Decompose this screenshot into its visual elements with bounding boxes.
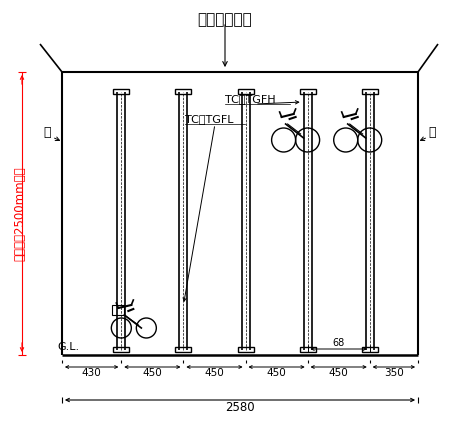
Bar — [113, 89, 129, 94]
Bar — [113, 347, 129, 352]
Text: G.L.: G.L. — [57, 342, 79, 352]
Bar — [238, 89, 253, 94]
Text: 壁: 壁 — [428, 126, 436, 138]
Bar — [175, 89, 191, 94]
Text: 450: 450 — [205, 368, 224, 378]
Bar — [238, 347, 253, 352]
Bar — [362, 347, 377, 352]
Text: 天井高さ2500mm以上: 天井高さ2500mm以上 — [14, 166, 27, 261]
Text: 壁: 壁 — [43, 126, 51, 138]
Bar — [175, 347, 191, 352]
Bar — [299, 347, 316, 352]
Text: 450: 450 — [329, 368, 349, 378]
Text: 450: 450 — [143, 368, 162, 378]
Bar — [362, 89, 377, 94]
Text: 450: 450 — [267, 368, 286, 378]
Bar — [299, 89, 316, 94]
Text: 350: 350 — [384, 368, 404, 378]
Bar — [112, 305, 124, 315]
Text: TC－TGFH: TC－TGFH — [225, 94, 276, 104]
Text: TC－TGFL: TC－TGFL — [185, 114, 234, 124]
Text: 430: 430 — [82, 368, 101, 378]
Text: 68: 68 — [332, 338, 345, 348]
Text: 天井・梁　等: 天井・梁 等 — [198, 12, 253, 27]
Text: 2580: 2580 — [225, 401, 255, 414]
